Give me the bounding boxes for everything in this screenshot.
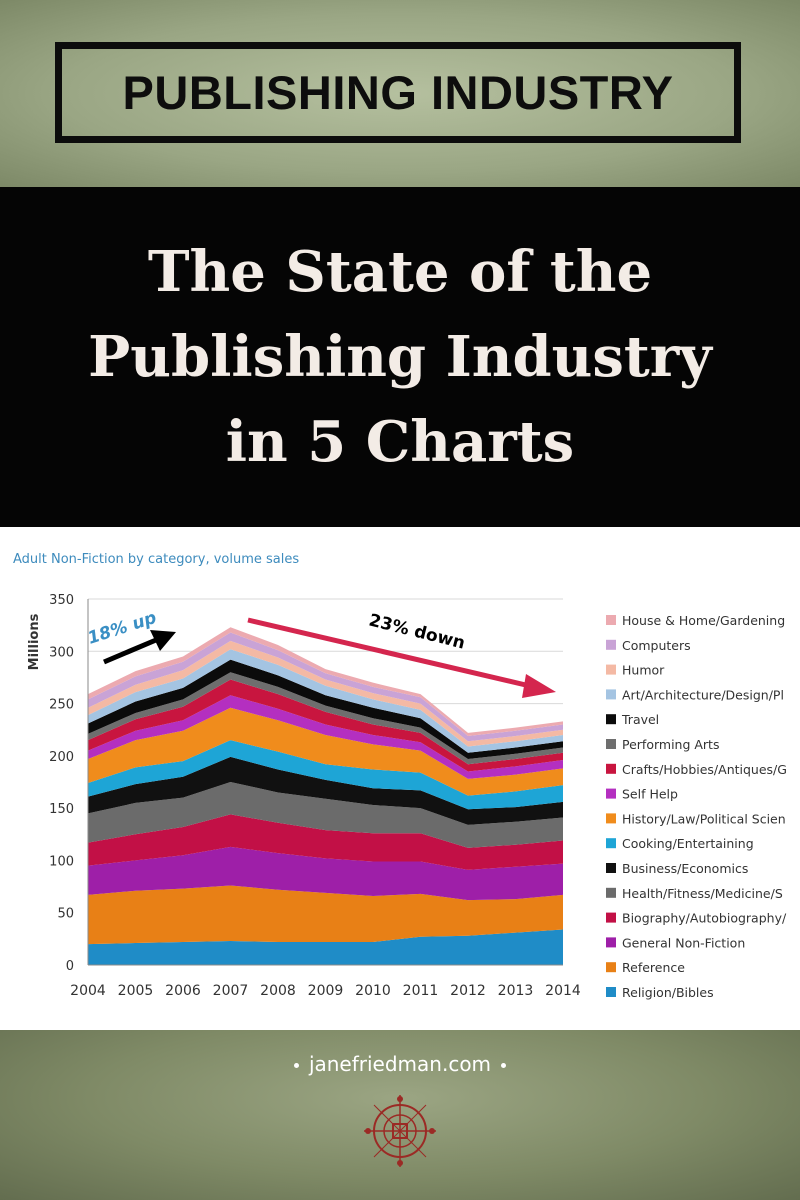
legend-swatch	[606, 739, 616, 749]
header-band	[0, 0, 800, 187]
headline: The State of the Publishing Industry in …	[0, 230, 800, 485]
headline-line-1: The State of the	[147, 239, 653, 305]
legend-swatch	[606, 763, 616, 774]
annotation-23-down: 23% down	[367, 610, 467, 653]
legend-label: Computers	[622, 638, 691, 653]
legend-label: Religion/Bibles	[622, 985, 714, 1000]
legend-swatch	[606, 962, 616, 973]
area-religion-bibles	[88, 929, 563, 965]
legend-swatch	[606, 937, 616, 948]
down-arrow-shaft	[247, 617, 531, 689]
legend-label: House & Home/Gardening	[622, 613, 785, 628]
x-tick-label: 2013	[498, 983, 534, 999]
headline-line-2: Publishing Industry	[88, 324, 712, 390]
legend-label: Humor	[622, 663, 665, 678]
y-axis-title: Millions	[27, 613, 42, 670]
y-tick-label: 350	[49, 593, 74, 608]
area-health-fitness-medicine-s	[88, 782, 563, 848]
area-travel	[88, 659, 563, 759]
legend-label: General Non-Fiction	[622, 935, 745, 950]
x-tick-label: 2009	[308, 983, 344, 999]
legend-swatch	[606, 838, 616, 849]
y-tick-label: 100	[49, 854, 74, 869]
area-self-help	[88, 695, 563, 779]
up-arrow-head	[150, 630, 176, 651]
legend-label: Crafts/Hobbies/Antiques/G	[622, 762, 787, 777]
legend-label: Self Help	[622, 787, 678, 802]
y-tick-label: 0	[66, 959, 74, 974]
legend-swatch	[606, 689, 616, 700]
legend-swatch	[606, 813, 616, 824]
y-tick-label: 300	[49, 645, 74, 660]
x-tick-label: 2004	[70, 983, 106, 999]
legend-label: Biography/Autobiography/	[622, 911, 787, 926]
x-tick-label: 2014	[545, 983, 581, 999]
compass-rose-icon	[364, 1095, 436, 1167]
y-tick-label: 200	[49, 750, 74, 765]
legend-swatch	[606, 714, 616, 725]
legend-label: Reference	[622, 960, 685, 975]
legend-swatch	[606, 639, 616, 650]
chart-panel: Adult Non-Fiction by category, volume sa…	[0, 527, 800, 1030]
area-performing-arts	[88, 672, 563, 765]
area-reference	[88, 885, 563, 945]
area-business-economics	[88, 756, 563, 825]
legend-label: Travel	[621, 712, 659, 727]
area-history-law-political-scien	[88, 707, 563, 796]
legend-label: Health/Fitness/Medicine/S	[622, 886, 783, 901]
down-arrow-head	[522, 674, 556, 698]
legend-swatch	[606, 887, 616, 898]
legend-label: Performing Arts	[622, 737, 719, 752]
site-name: janefriedman.com	[308, 1052, 492, 1076]
x-tick-label: 2007	[213, 983, 249, 999]
legend-swatch	[606, 788, 616, 799]
legend-label: Business/Economics	[622, 861, 748, 876]
area-biography-autobiography-	[88, 814, 563, 870]
legend-swatch	[606, 987, 616, 997]
y-tick-label: 50	[57, 907, 74, 922]
x-tick-label: 2006	[165, 983, 201, 999]
area-art-architecture-design-pl	[88, 649, 563, 753]
right-dot	[501, 1063, 507, 1068]
legend-swatch	[606, 615, 616, 625]
site-line: janefriedman.com	[0, 1052, 800, 1076]
stacked-area-chart: 0 50 100 150 200 250 300 350 2004 2005 2006 2007 200…	[27, 593, 787, 1000]
area-general-non-fiction	[88, 846, 563, 901]
headline-band	[0, 187, 800, 527]
y-tick-label: 150	[49, 802, 74, 817]
header-box: PUBLISHING INDUSTRY	[55, 42, 741, 143]
legend-label: History/Law/Political Scien	[622, 811, 786, 826]
legend-swatch	[606, 664, 616, 675]
legend-label: Art/Architecture/Design/Pl	[622, 687, 784, 702]
headline-line-3: in 5 Charts	[225, 409, 575, 475]
legend-label: Cooking/Entertaining	[622, 836, 754, 851]
x-tick-label: 2011	[403, 983, 439, 999]
left-dot	[293, 1063, 299, 1068]
x-tick-label: 2005	[118, 983, 154, 999]
chart-title: Adult Non-Fiction by category, volume sa…	[13, 552, 300, 567]
legend-swatch	[606, 912, 616, 923]
legend-swatch	[606, 863, 616, 873]
x-tick-label: 2008	[260, 983, 296, 999]
area-cooking-entertaining	[88, 740, 563, 810]
x-tick-label: 2012	[450, 983, 486, 999]
up-arrow-shaft	[103, 637, 157, 665]
x-tick-label: 2010	[355, 983, 391, 999]
header-label: PUBLISHING INDUSTRY	[122, 66, 674, 119]
y-tick-label: 250	[49, 698, 74, 713]
